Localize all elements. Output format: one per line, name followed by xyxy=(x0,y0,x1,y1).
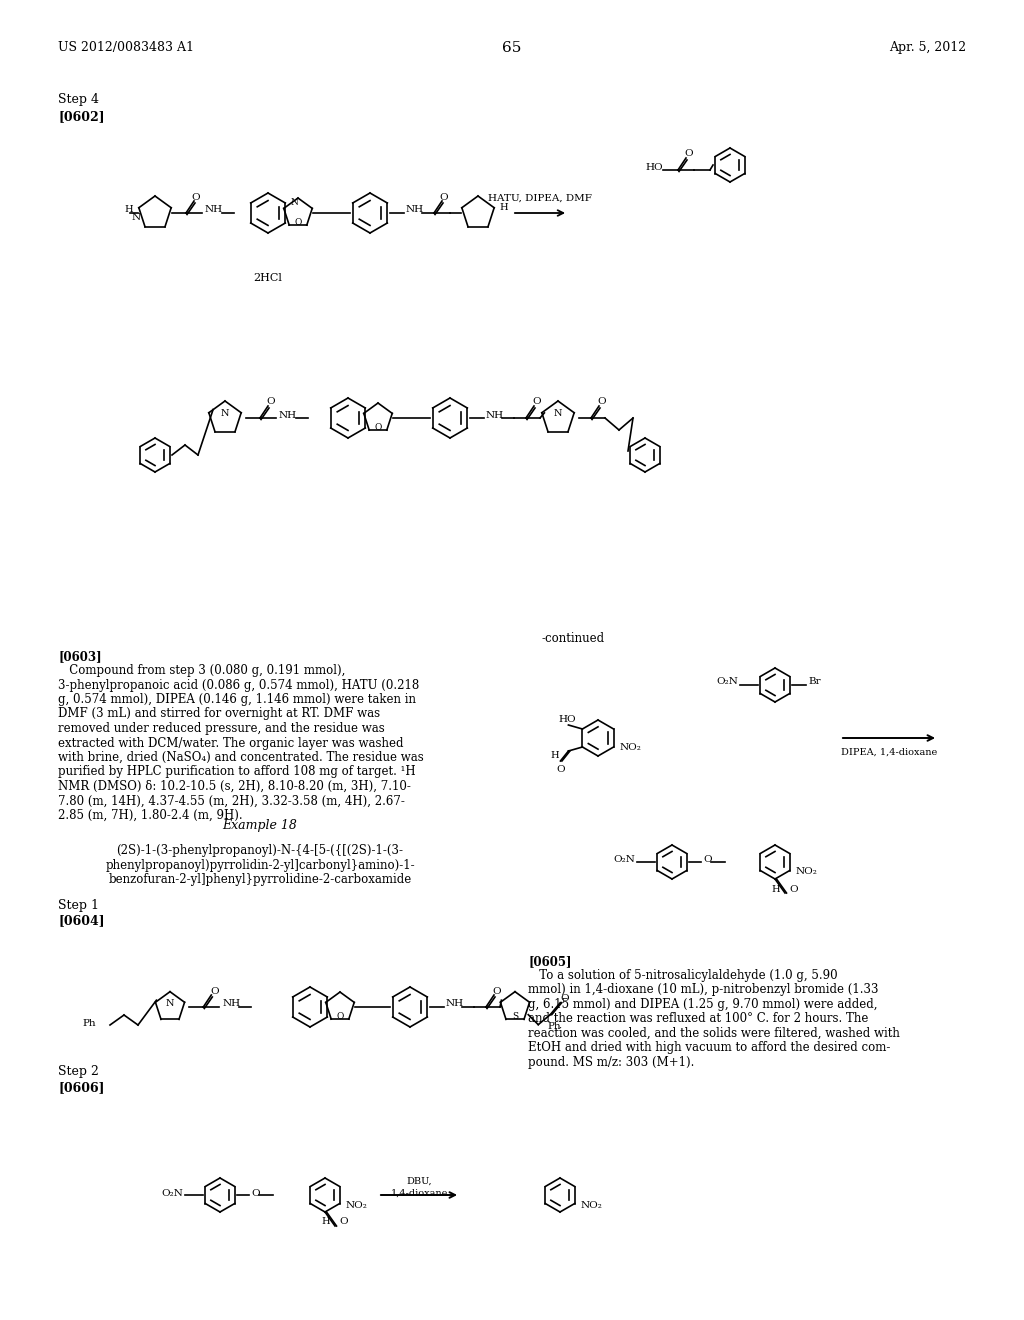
Text: -continued: -continued xyxy=(542,631,605,644)
Text: g, 6.15 mmol) and DIPEA (1.25 g, 9.70 mmol) were added,: g, 6.15 mmol) and DIPEA (1.25 g, 9.70 mm… xyxy=(528,998,878,1011)
Text: with brine, dried (NaSO₄) and concentrated. The residue was: with brine, dried (NaSO₄) and concentrat… xyxy=(58,751,424,764)
Text: HATU, DIPEA, DMF: HATU, DIPEA, DMF xyxy=(488,194,592,202)
Text: H: H xyxy=(499,203,508,213)
Text: benzofuran-2-yl]phenyl}pyrrolidine-2-carboxamide: benzofuran-2-yl]phenyl}pyrrolidine-2-car… xyxy=(109,873,412,886)
Text: [0603]: [0603] xyxy=(58,649,101,663)
Text: O: O xyxy=(336,1012,344,1020)
Text: Ph: Ph xyxy=(548,1022,561,1031)
Text: O: O xyxy=(266,397,275,407)
Text: O: O xyxy=(685,149,693,158)
Text: [0605]: [0605] xyxy=(528,954,571,968)
Text: NH: NH xyxy=(279,411,297,420)
Text: O: O xyxy=(532,397,542,407)
Text: H: H xyxy=(771,884,779,894)
Text: N: N xyxy=(166,999,174,1008)
Text: H: H xyxy=(124,205,133,214)
Text: DMF (3 mL) and stirred for overnight at RT. DMF was: DMF (3 mL) and stirred for overnight at … xyxy=(58,708,380,721)
Text: 2HCl: 2HCl xyxy=(254,273,283,282)
Text: 7.80 (m, 14H), 4.37-4.55 (m, 2H), 3.32-3.58 (m, 4H), 2.67-: 7.80 (m, 14H), 4.37-4.55 (m, 2H), 3.32-3… xyxy=(58,795,404,808)
Text: O: O xyxy=(560,994,568,1003)
Text: NO₂: NO₂ xyxy=(346,1200,368,1209)
Text: N: N xyxy=(290,198,298,207)
Text: To a solution of 5-nitrosalicylaldehyde (1.0 g, 5.90: To a solution of 5-nitrosalicylaldehyde … xyxy=(528,969,838,982)
Text: HO: HO xyxy=(645,164,663,173)
Text: Br: Br xyxy=(808,677,820,686)
Text: O: O xyxy=(294,218,302,227)
Text: O: O xyxy=(251,1188,260,1197)
Text: N: N xyxy=(132,214,141,223)
Text: 2.85 (m, 7H), 1.80-2.4 (m, 9H).: 2.85 (m, 7H), 1.80-2.4 (m, 9H). xyxy=(58,809,243,822)
Text: NO₂: NO₂ xyxy=(620,743,642,752)
Text: Step 2: Step 2 xyxy=(58,1065,99,1078)
Text: Ph: Ph xyxy=(82,1019,96,1027)
Text: DBU,: DBU, xyxy=(407,1176,432,1185)
Text: NH: NH xyxy=(406,206,424,214)
Text: O₂N: O₂N xyxy=(161,1188,183,1197)
Text: DIPEA, 1,4-dioxane: DIPEA, 1,4-dioxane xyxy=(841,747,937,756)
Text: 1,4-dioxane: 1,4-dioxane xyxy=(390,1188,447,1197)
Text: O: O xyxy=(556,764,564,774)
Text: Apr. 5, 2012: Apr. 5, 2012 xyxy=(889,41,966,54)
Text: O₂N: O₂N xyxy=(716,677,738,686)
Text: NH: NH xyxy=(205,206,223,214)
Text: O: O xyxy=(493,986,502,995)
Text: NMR (DMSO) δ: 10.2-10.5 (s, 2H), 8.10-8.20 (m, 3H), 7.10-: NMR (DMSO) δ: 10.2-10.5 (s, 2H), 8.10-8.… xyxy=(58,780,411,793)
Text: H: H xyxy=(551,751,559,759)
Text: NH: NH xyxy=(222,999,241,1008)
Text: EtOH and dried with high vacuum to afford the desired com-: EtOH and dried with high vacuum to affor… xyxy=(528,1041,891,1055)
Text: mmol) in 1,4-dioxane (10 mL), p-nitrobenzyl bromide (1.33: mmol) in 1,4-dioxane (10 mL), p-nitroben… xyxy=(528,983,879,997)
Text: Step 1: Step 1 xyxy=(58,899,99,912)
Text: removed under reduced pressure, and the residue was: removed under reduced pressure, and the … xyxy=(58,722,385,735)
Text: [0604]: [0604] xyxy=(58,915,104,928)
Text: NO₂: NO₂ xyxy=(796,867,818,876)
Text: Example 18: Example 18 xyxy=(222,820,297,833)
Text: Step 4: Step 4 xyxy=(58,94,99,107)
Text: H: H xyxy=(321,1217,330,1226)
Text: N: N xyxy=(554,409,562,418)
Text: O: O xyxy=(790,884,798,894)
Text: O: O xyxy=(210,986,218,995)
Text: pound. MS m/z: 303 (M+1).: pound. MS m/z: 303 (M+1). xyxy=(528,1056,694,1069)
Text: HO: HO xyxy=(558,715,575,725)
Text: and the reaction was refluxed at 100° C. for 2 hours. The: and the reaction was refluxed at 100° C.… xyxy=(528,1012,868,1026)
Text: US 2012/0083483 A1: US 2012/0083483 A1 xyxy=(58,41,194,54)
Text: O₂N: O₂N xyxy=(613,855,635,865)
Text: g, 0.574 mmol), DIPEA (0.146 g, 1.146 mmol) were taken in: g, 0.574 mmol), DIPEA (0.146 g, 1.146 mm… xyxy=(58,693,416,706)
Text: NO₂: NO₂ xyxy=(581,1200,603,1209)
Text: extracted with DCM/water. The organic layer was washed: extracted with DCM/water. The organic la… xyxy=(58,737,403,750)
Text: [0602]: [0602] xyxy=(58,111,104,124)
Text: 65: 65 xyxy=(503,41,521,55)
Text: phenylpropanoyl)pyrrolidin-2-yl]carbonyl}amino)-1-: phenylpropanoyl)pyrrolidin-2-yl]carbonyl… xyxy=(105,858,415,871)
Text: O: O xyxy=(339,1217,347,1226)
Text: O: O xyxy=(598,397,606,407)
Text: reaction was cooled, and the solids were filtered, washed with: reaction was cooled, and the solids were… xyxy=(528,1027,900,1040)
Text: O: O xyxy=(375,422,382,432)
Text: NH: NH xyxy=(486,411,504,420)
Text: O: O xyxy=(703,855,712,865)
Text: Compound from step 3 (0.080 g, 0.191 mmol),: Compound from step 3 (0.080 g, 0.191 mmo… xyxy=(58,664,345,677)
Text: O: O xyxy=(439,193,449,202)
Text: S: S xyxy=(512,1012,518,1020)
Text: N: N xyxy=(221,409,229,418)
Text: O: O xyxy=(191,193,201,202)
Text: (2S)-1-(3-phenylpropanoyl)-N-{4-[5-({[(2S)-1-(3-: (2S)-1-(3-phenylpropanoyl)-N-{4-[5-({[(2… xyxy=(117,843,403,857)
Text: purified by HPLC purification to afford 108 mg of target. ¹H: purified by HPLC purification to afford … xyxy=(58,766,416,779)
Text: [0606]: [0606] xyxy=(58,1081,104,1094)
Text: 3-phenylpropanoic acid (0.086 g, 0.574 mmol), HATU (0.218: 3-phenylpropanoic acid (0.086 g, 0.574 m… xyxy=(58,678,419,692)
Text: NH: NH xyxy=(446,999,464,1008)
